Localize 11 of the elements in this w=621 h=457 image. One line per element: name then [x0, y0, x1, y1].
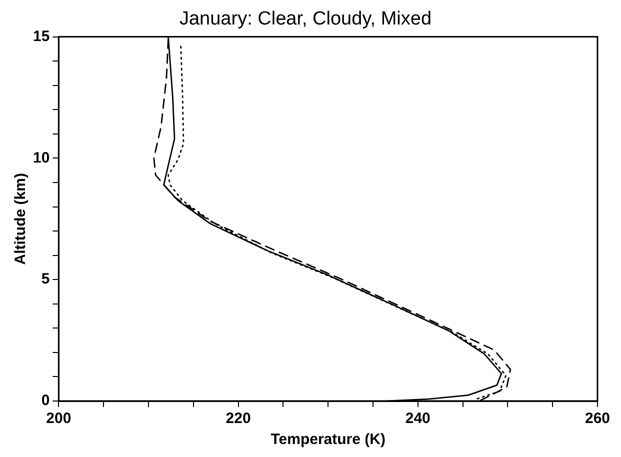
x-tick-label: 220	[226, 410, 251, 428]
y-tick-label: 5	[41, 270, 50, 288]
y-axis-title: Altitude (km)	[12, 173, 30, 265]
x-tick-label: 240	[405, 410, 430, 428]
x-tick-label: 200	[46, 410, 72, 428]
x-tick-label: 260	[584, 410, 610, 428]
y-tick-label: 0	[41, 392, 50, 410]
x-axis-title: Temperature (K)	[270, 431, 386, 448]
y-tick-label: 15	[32, 28, 50, 45]
chart-title: January: Clear, Cloudy, Mixed	[179, 8, 432, 30]
y-tick-label: 10	[32, 149, 50, 166]
